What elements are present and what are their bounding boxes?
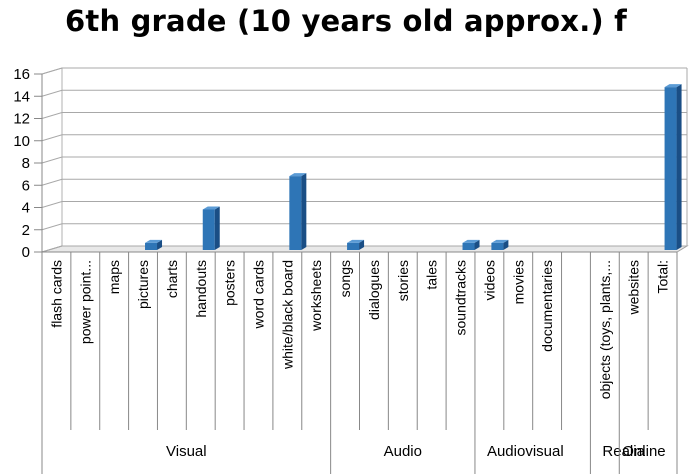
y-tick-label: 14 <box>13 88 30 105</box>
chart-title: 6th grade (10 years old approx.) f <box>65 4 627 38</box>
bar <box>145 239 163 250</box>
bar-top <box>491 239 509 243</box>
category-label: videos <box>481 260 497 300</box>
category-label: flash cards <box>48 260 64 328</box>
bar-side <box>359 239 365 250</box>
y-tick-label: 2 <box>22 222 30 239</box>
bar-top <box>462 239 480 243</box>
bar-top <box>347 239 365 243</box>
group-label: Audiovisual <box>487 443 564 460</box>
category-label: white/black board <box>279 260 295 370</box>
bar <box>347 239 365 250</box>
category-label: songs <box>337 260 353 297</box>
gridline <box>41 67 687 75</box>
category-label: movies <box>510 260 526 304</box>
y-tick-label: 12 <box>13 111 30 128</box>
bar-front <box>347 242 360 250</box>
gridline <box>41 178 687 186</box>
category-label: objects (toys, plants,... <box>597 260 613 399</box>
bar <box>664 84 682 250</box>
bar-front <box>289 176 302 250</box>
category-label: worksheets <box>308 260 324 332</box>
y-tick-label: 6 <box>22 177 30 194</box>
plot-area <box>41 67 689 253</box>
bar-front <box>664 87 677 250</box>
y-tick-label: 10 <box>13 133 30 150</box>
category-label: word cards <box>250 260 266 329</box>
group-label: Visual <box>166 443 207 460</box>
y-tick-label: 8 <box>22 155 30 172</box>
bar-side <box>503 239 509 250</box>
bar <box>491 239 509 250</box>
bar <box>202 206 220 250</box>
y-tick-label: 16 <box>13 66 30 83</box>
bar-side <box>214 206 220 250</box>
category-label: charts <box>164 260 180 298</box>
bar-side <box>157 239 163 250</box>
bar-top <box>202 206 220 210</box>
gridline <box>41 134 687 142</box>
bar-top <box>289 173 307 177</box>
category-label: pictures <box>135 260 151 309</box>
category-label: websites <box>626 260 642 315</box>
floor <box>41 245 689 253</box>
y-tick-label: 0 <box>22 244 30 261</box>
category-label: posters <box>222 260 238 306</box>
category-label: tales <box>424 260 440 290</box>
bar <box>462 239 480 250</box>
bar-side <box>301 173 307 250</box>
y-tick-label: 4 <box>22 200 30 217</box>
bar-side <box>474 239 480 250</box>
category-label: soundtracks <box>453 260 469 335</box>
gridline <box>41 156 687 164</box>
category-label: documentaries <box>539 260 555 352</box>
bar-front <box>491 242 504 250</box>
category-label: stories <box>395 260 411 301</box>
gridline <box>41 112 687 119</box>
group-label: Online <box>622 443 665 460</box>
gridline <box>41 201 687 208</box>
group-label: Audio <box>384 443 422 460</box>
category-label: maps <box>106 260 122 294</box>
bar-side <box>676 84 682 250</box>
bar-front <box>145 242 158 250</box>
gridline <box>41 89 687 97</box>
bar-front <box>202 209 215 250</box>
bar-top <box>664 84 682 88</box>
category-label: power point... <box>77 260 93 344</box>
category-label: handouts <box>193 260 209 318</box>
bar <box>289 173 307 250</box>
bar-top <box>145 239 163 243</box>
category-label: dialogues <box>366 260 382 320</box>
gridline <box>41 223 687 231</box>
category-label: Total: <box>655 260 671 293</box>
bar-front <box>462 242 475 250</box>
group-label: Realia <box>602 443 645 460</box>
